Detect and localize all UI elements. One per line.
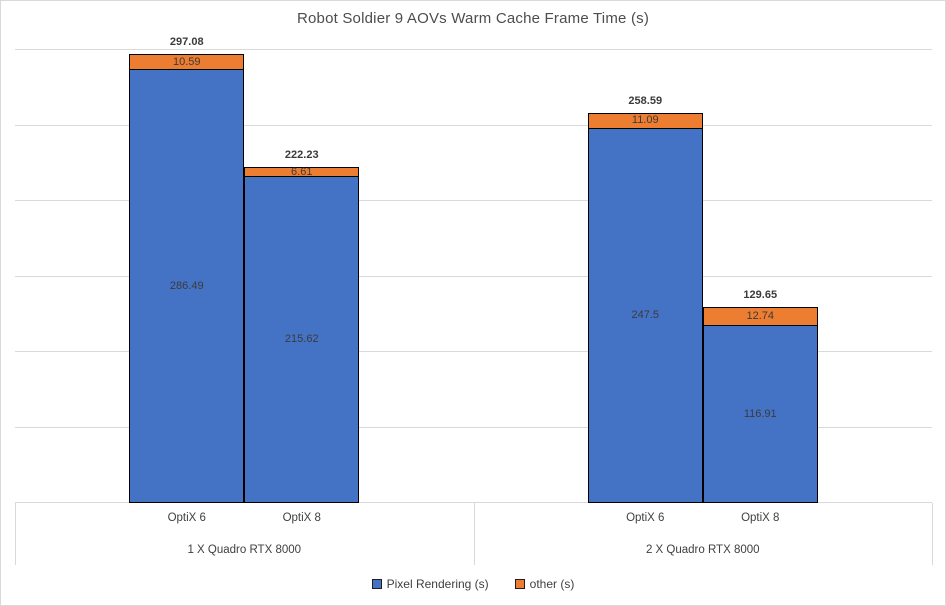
legend-swatch-icon xyxy=(514,579,525,589)
bar-2-x-quadro-rtx-8000-optix-8[interactable]: 129.65 12.74 116.91 xyxy=(702,289,818,503)
chart-title: Robot Soldier 9 AOVs Warm Cache Frame Ti… xyxy=(296,10,650,27)
bar-1-x-quadro-rtx-8000-optix-8[interactable]: 222.23 6.61 215.62 xyxy=(244,149,360,503)
category-label-optix-6-g1: OptiX 6 xyxy=(167,512,206,524)
bar-1-x-quadro-rtx-8000-optix-6[interactable]: 297.08 10.59 286.49 xyxy=(129,36,245,503)
legend-label: other (s) xyxy=(529,577,575,591)
bar-total-label: 129.65 xyxy=(743,289,778,302)
bar-segment-pixel-rendering-s[interactable]: 215.62 xyxy=(244,177,360,503)
bar-segment-other-s[interactable]: 10.59 xyxy=(129,54,245,71)
category-label-optix-8-g1: OptiX 8 xyxy=(282,512,321,524)
legend-label: Pixel Rendering (s) xyxy=(386,577,489,591)
plot-area: 297.08 10.59 286.49 222.23 6.61 215.62 258.59 1… xyxy=(15,36,932,503)
segment-value-label: 6.61 xyxy=(291,165,313,178)
segment-value-label: 215.62 xyxy=(284,333,319,346)
gridline-y0 xyxy=(15,502,932,503)
x-axis: OptiX 6 OptiX 8 OptiX 6 OptiX 8 1 X Quadro R… xyxy=(15,503,933,565)
group-label-2-x-quadro-rtx-8000: 2 X Quadro RTX 8000 xyxy=(645,544,760,556)
segment-value-label: 10.59 xyxy=(172,55,201,68)
bar-segment-pixel-rendering-s[interactable]: 116.91 xyxy=(702,326,818,503)
gridline-y50 xyxy=(15,426,932,428)
gridline-y250 xyxy=(15,124,932,126)
segment-value-label: 12.74 xyxy=(746,310,775,323)
bar-2-x-quadro-rtx-8000-optix-6[interactable]: 258.59 11.09 247.5 xyxy=(587,95,703,503)
gridline-y100 xyxy=(15,351,932,352)
bar-segment-other-s[interactable]: 12.74 xyxy=(702,307,818,327)
segment-value-label: 286.49 xyxy=(169,279,204,292)
category-label-optix-6-g2: OptiX 6 xyxy=(626,512,665,524)
group-label-1-x-quadro-rtx-8000: 1 X Quadro RTX 8000 xyxy=(187,544,302,556)
gridline-y300 xyxy=(15,49,932,50)
segment-value-label: 247.5 xyxy=(631,309,660,322)
gridline-y200 xyxy=(15,200,932,201)
category-label-optix-8-g2: OptiX 8 xyxy=(741,512,780,524)
bar-total-label: 297.08 xyxy=(169,36,204,49)
axis-separator-tick xyxy=(932,503,933,565)
segment-value-label: 116.91 xyxy=(743,407,777,420)
bar-segment-pixel-rendering-s[interactable]: 247.5 xyxy=(587,129,703,503)
axis-separator-tick xyxy=(15,503,16,565)
legend: Pixel Rendering (s) other (s) xyxy=(1,573,945,595)
bar-total-label: 222.23 xyxy=(284,149,319,162)
bar-segment-pixel-rendering-s[interactable]: 286.49 xyxy=(129,70,245,503)
bar-total-label: 258.59 xyxy=(628,94,663,107)
legend-item-other-s[interactable]: other (s) xyxy=(514,577,575,591)
legend-swatch-icon xyxy=(371,579,382,589)
segment-value-label: 11.09 xyxy=(631,114,659,127)
bar-segment-other-s[interactable]: 6.61 xyxy=(244,165,360,178)
bar-segment-other-s[interactable]: 11.09 xyxy=(587,112,703,130)
legend-item-pixel-rendering-s[interactable]: Pixel Rendering (s) xyxy=(371,577,489,591)
axis-separator-tick xyxy=(473,503,475,565)
gridline-y150 xyxy=(15,275,932,277)
